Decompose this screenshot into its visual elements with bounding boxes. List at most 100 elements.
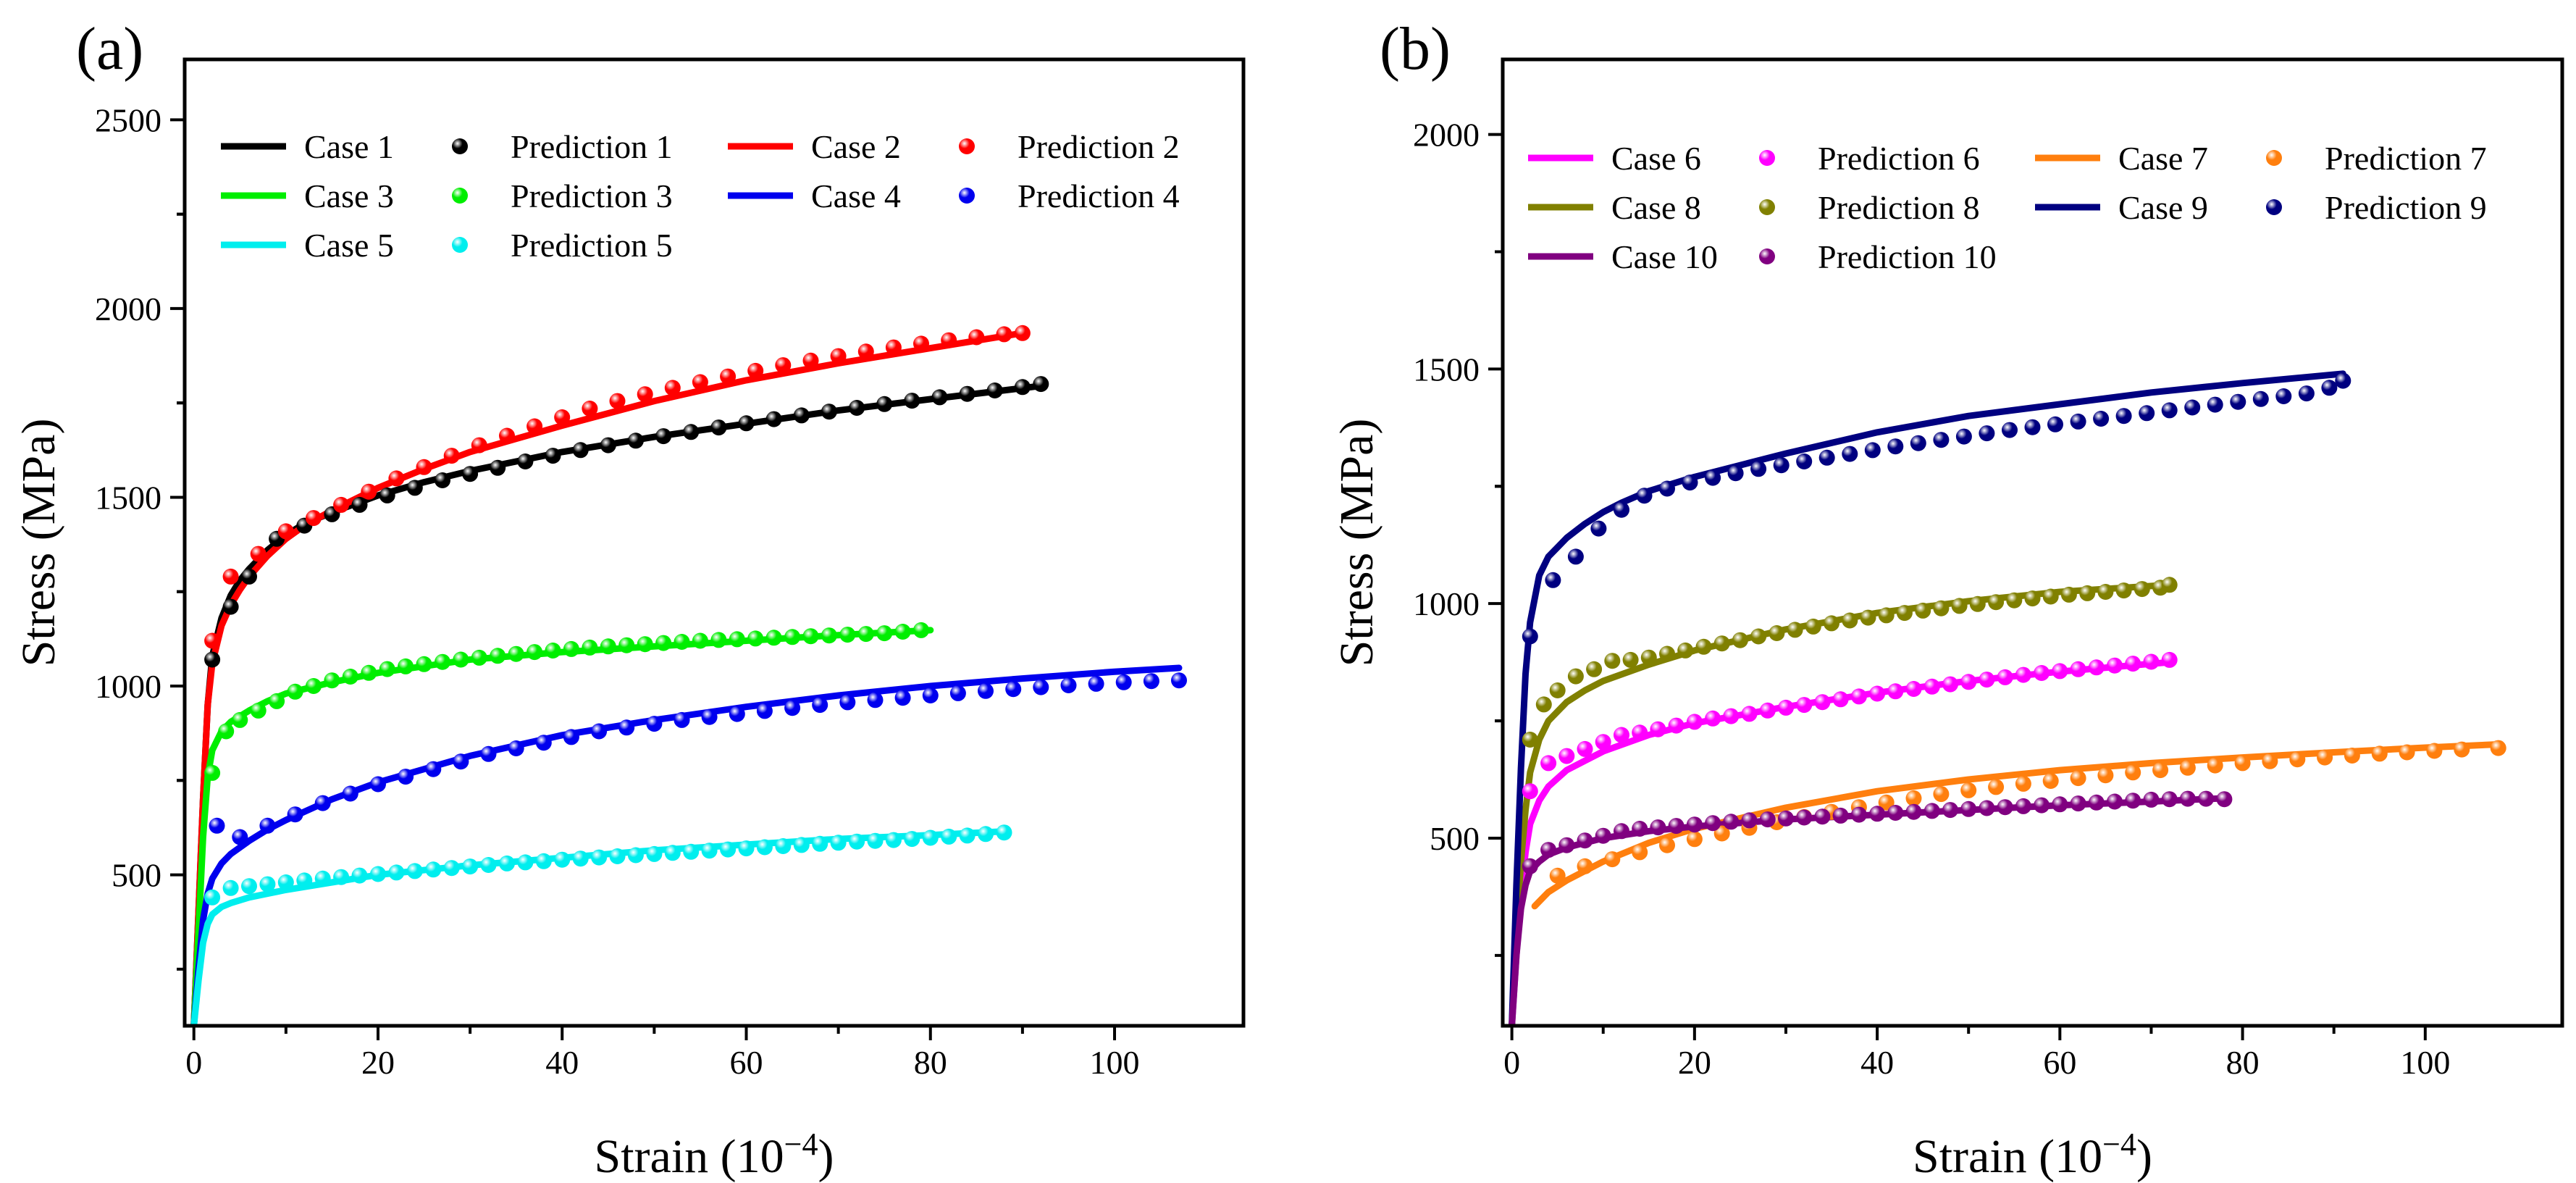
data-point xyxy=(1540,755,1557,772)
series-points-prediction-9 xyxy=(1522,372,2351,645)
data-point xyxy=(1540,842,1557,858)
data-point xyxy=(2161,791,2178,808)
data-point xyxy=(388,864,405,881)
data-point xyxy=(1905,803,1922,820)
data-point xyxy=(379,661,395,677)
x-tick-label: 80 xyxy=(2226,1044,2260,1081)
data-point xyxy=(2047,416,2063,432)
data-point xyxy=(646,845,663,862)
data-point xyxy=(241,878,257,895)
data-point xyxy=(747,630,764,647)
data-point xyxy=(729,706,745,722)
data-point xyxy=(2161,577,2178,593)
data-point xyxy=(2252,390,2269,407)
plot-area xyxy=(1509,370,2506,1026)
x-axis-title: Strain (10−4) xyxy=(1913,1126,2152,1183)
data-point xyxy=(885,832,902,848)
data-point xyxy=(1960,674,1977,690)
data-point xyxy=(1632,844,1648,861)
legend-item-case-5: Case 5 xyxy=(221,227,394,264)
data-point xyxy=(370,866,386,882)
data-point xyxy=(2298,385,2315,402)
data-point xyxy=(462,466,479,482)
data-point xyxy=(1577,858,1593,874)
series-line-case-2 xyxy=(190,330,1026,1026)
data-point xyxy=(572,850,589,867)
data-point xyxy=(388,470,405,487)
data-point xyxy=(1595,734,1611,751)
data-point xyxy=(1887,683,1904,700)
legend-item-case-6: Case 6 xyxy=(1528,140,1701,177)
y-axis-title: Stress (MPa) xyxy=(1330,419,1383,667)
data-point xyxy=(490,459,506,476)
data-point xyxy=(2184,399,2201,416)
data-point xyxy=(609,848,626,864)
legend-label: Case 3 xyxy=(304,177,394,214)
data-point xyxy=(1713,825,1730,842)
data-point xyxy=(2024,419,2041,435)
x-tick-label: 40 xyxy=(1860,1044,1894,1081)
data-point xyxy=(222,879,239,896)
data-point xyxy=(1622,651,1639,668)
data-point xyxy=(2207,757,2223,774)
data-point xyxy=(416,459,432,475)
data-point xyxy=(277,874,294,890)
panel-label: (a) xyxy=(76,15,143,83)
data-point xyxy=(563,640,579,657)
data-point xyxy=(1614,727,1629,743)
data-point xyxy=(2125,793,2141,809)
legend-item-prediction-7: Prediction 7 xyxy=(2266,140,2487,177)
data-point xyxy=(1997,669,2013,685)
x-tick-label: 0 xyxy=(1503,1044,1520,1081)
data-point xyxy=(1686,831,1703,848)
legend-label: Prediction 2 xyxy=(1018,128,1180,165)
data-point xyxy=(1577,832,1593,849)
data-point xyxy=(2034,797,2050,814)
legend-label: Case 7 xyxy=(2118,140,2208,177)
data-point xyxy=(287,806,303,823)
data-point xyxy=(406,480,423,496)
data-point xyxy=(1650,819,1666,836)
data-point xyxy=(913,622,929,638)
data-point xyxy=(241,568,257,585)
data-point xyxy=(1741,706,1758,722)
data-point xyxy=(1887,805,1904,821)
data-point xyxy=(849,400,865,416)
data-point xyxy=(2107,657,2123,674)
data-point xyxy=(867,832,884,849)
data-point xyxy=(609,393,626,409)
legend-label: Prediction 1 xyxy=(511,128,673,165)
data-point xyxy=(876,396,893,412)
data-point xyxy=(674,711,690,728)
data-point xyxy=(1878,607,1895,624)
data-point xyxy=(259,817,276,834)
data-point xyxy=(793,407,810,424)
data-point xyxy=(1864,442,1881,459)
data-point xyxy=(435,653,450,670)
data-point xyxy=(720,841,737,858)
data-point xyxy=(618,719,635,736)
data-point xyxy=(1933,600,1950,616)
data-point xyxy=(2207,396,2223,413)
data-point xyxy=(462,858,479,875)
data-point xyxy=(508,645,524,662)
y-tick-label: 1000 xyxy=(95,668,161,705)
data-point xyxy=(1727,465,1744,482)
data-point xyxy=(1659,480,1675,497)
legend-marker-swatch xyxy=(1759,150,1775,166)
series-points-prediction-3 xyxy=(204,622,929,781)
data-point xyxy=(2335,372,2351,389)
data-point xyxy=(1896,605,1913,622)
data-point xyxy=(1033,679,1049,695)
data-point xyxy=(361,664,377,681)
data-point xyxy=(941,332,957,348)
data-point xyxy=(490,648,506,664)
data-point xyxy=(2321,380,2338,396)
data-point xyxy=(563,729,579,745)
data-point xyxy=(526,418,543,435)
data-point xyxy=(747,362,764,379)
series-line-case-3 xyxy=(190,627,934,1026)
legend-marker-swatch xyxy=(959,188,975,204)
data-point xyxy=(545,448,561,464)
data-point xyxy=(959,385,976,402)
